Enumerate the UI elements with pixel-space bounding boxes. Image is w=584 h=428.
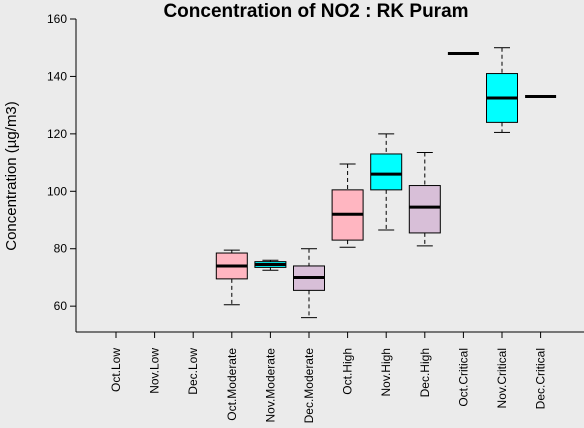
x-tick-label: Nov.High (379, 348, 393, 396)
x-tick-label: Oct.Moderate (225, 348, 239, 421)
x-tick-label: Dec.High (418, 348, 432, 397)
box-oct-high (331, 163, 364, 248)
x-tick-label: Dec.Moderate (302, 348, 316, 424)
box-series (215, 47, 557, 319)
y-tick-label: 140 (47, 69, 67, 83)
y-tick-label: 120 (47, 127, 67, 141)
box-dec-moderate (293, 248, 325, 319)
x-tick-label: Nov.Moderate (263, 348, 277, 423)
x-tick-label: Dec.Low (186, 348, 200, 395)
box-nov-high (370, 133, 403, 231)
chart-title: Concentration of NO2 : RK Puram (163, 1, 468, 22)
y-tick-label: 100 (47, 184, 67, 198)
y-tick-label: 80 (54, 242, 68, 256)
y-ticks: 60 80 100 120 140 160 (47, 12, 76, 313)
x-tick-label: Oct.Low (109, 348, 123, 392)
x-tick-label: Oct.High (341, 348, 355, 395)
y-tick-label: 160 (47, 12, 67, 26)
x-ticks: Oct.Low Nov.Low Dec.Low Oct.Moderate Nov.Mod… (109, 332, 548, 423)
box-dec-high (408, 152, 441, 247)
box-body (370, 153, 403, 191)
x-tick-label: Nov.Low (148, 348, 162, 394)
x-tick-label: Nov.Critical (495, 348, 509, 408)
box-body (408, 185, 441, 234)
x-tick-label: Oct.Critical (456, 348, 470, 407)
y-axis-label: Concentration (µg/m3) (3, 101, 20, 251)
x-tick-label: Dec.Critical (534, 348, 548, 409)
y-tick-label: 60 (54, 299, 68, 313)
box-nov-moderate (254, 259, 287, 271)
box-oct-moderate (215, 249, 248, 306)
box-nov-critical (486, 47, 518, 133)
